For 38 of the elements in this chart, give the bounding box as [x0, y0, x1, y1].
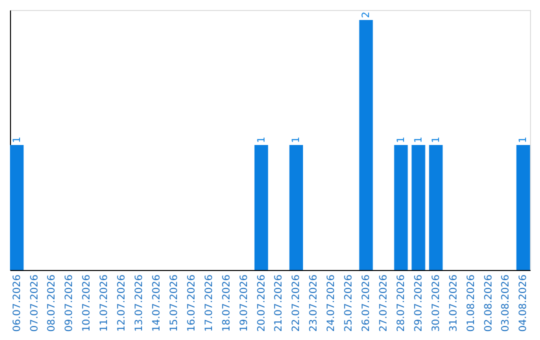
x-tick-label: 11.07.2026	[99, 274, 110, 332]
x-tick-label: 17.07.2026	[204, 274, 215, 332]
x-tick-label: 29.07.2026	[413, 274, 424, 332]
x-tick-label: 25.07.2026	[344, 274, 355, 332]
x-tick-label: 02.08.2026	[483, 274, 494, 332]
data-label: 1	[396, 136, 407, 143]
x-tick-label: 09.07.2026	[64, 274, 76, 332]
x-tick-label: 26.07.2026	[361, 274, 372, 332]
data-label: 1	[291, 136, 302, 143]
x-tick-label: 28.07.2026	[396, 274, 407, 332]
data-label: 1	[518, 136, 530, 143]
x-tick-label: 15.07.2026	[168, 274, 180, 332]
x-tick-label: 30.07.2026	[430, 274, 442, 332]
x-tick-label: 12.07.2026	[116, 274, 128, 332]
x-tick-label: 18.07.2026	[221, 274, 232, 332]
x-tick-label: 08.07.2026	[46, 274, 58, 332]
data-label: 1	[430, 136, 442, 143]
x-tick-label: 20.07.2026	[256, 274, 268, 332]
x-tick-label: 13.07.2026	[134, 274, 146, 332]
x-tick-label: 24.07.2026	[326, 274, 338, 332]
x-tick-label: 16.07.2026	[186, 274, 198, 332]
x-tick-label: 22.07.2026	[291, 274, 302, 332]
x-tick-label: 19.07.2026	[238, 274, 250, 332]
x-tick-label: 07.07.2026	[29, 274, 40, 332]
x-tick-label: 04.08.2026	[518, 274, 530, 332]
x-tick-label: 23.07.2026	[308, 274, 320, 332]
data-label: 2	[361, 12, 372, 18]
x-tick-label: 31.07.2026	[448, 274, 460, 332]
data-label: 1	[413, 136, 424, 143]
data-label: 1	[12, 136, 23, 143]
data-label: 1	[256, 136, 268, 143]
x-tick-label: 01.08.2026	[466, 274, 477, 332]
x-tick-label: 10.07.2026	[82, 274, 93, 332]
x-tick-label: 21.07.2026	[274, 274, 285, 332]
x-tick-label: 14.07.2026	[152, 274, 162, 332]
x-tick-label: 27.07.2026	[378, 274, 390, 332]
x-tick-label: 03.08.2026	[500, 274, 512, 332]
x-tick-label: 06.07.2026	[12, 274, 23, 332]
